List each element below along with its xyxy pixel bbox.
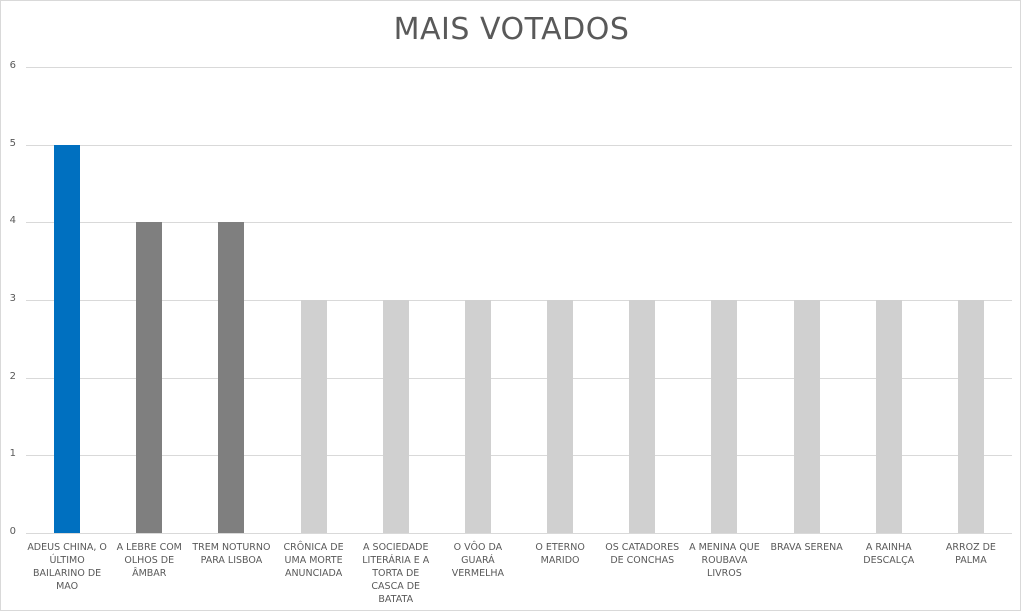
bar (218, 222, 245, 533)
x-tick-label: CRÔNICA DE UMA MORTE ANUNCIADA (283, 542, 344, 579)
x-tick-label: ARROZ DE PALMA (945, 542, 996, 566)
y-tick-label: 5 (9, 137, 16, 149)
gridline (26, 67, 1012, 68)
bar (793, 300, 820, 533)
x-tick-label: A MENINA QUE ROUBAVA LIVROS (689, 542, 760, 579)
x-tick-label: ADEUS CHINA, O ÚLTIMO BAILARINO DE MAO (27, 542, 107, 592)
bar (957, 300, 984, 533)
x-tick-label: BRAVA SERENA (770, 542, 843, 553)
x-tick-label: A LEBRE COM OLHOS DE ÂMBAR (116, 542, 182, 579)
gridline (26, 144, 1012, 146)
bar (54, 144, 81, 533)
y-tick-label: 4 (9, 215, 16, 227)
y-tick-label: 1 (9, 448, 16, 460)
bar (875, 300, 902, 533)
y-tick-label: 2 (9, 370, 16, 382)
bar (547, 300, 574, 533)
gridline (26, 300, 1012, 301)
x-tick-label: O VÔO DA GUARÁ VERMELHA (451, 542, 505, 579)
bar (136, 222, 163, 533)
bar (382, 300, 409, 533)
gridline (26, 455, 1012, 457)
bar (711, 300, 738, 533)
x-tick-label: O ETERNO MARIDO (535, 542, 585, 566)
x-tick-label: TREM NOTURNO PARA LISBOA (192, 542, 271, 566)
gridline (26, 533, 1012, 534)
x-tick-label: A SOCIEDADE LITERÁRIA E A TORTA DE CASCA… (362, 542, 430, 605)
bar (629, 300, 656, 533)
bar (300, 300, 327, 533)
x-tick-label: A RAINHA DESCALÇA (863, 542, 915, 566)
gridline (26, 377, 1012, 379)
x-tick-label: OS CATADORES DE CONCHAS (605, 542, 680, 566)
bar (464, 300, 491, 533)
y-tick-label: 3 (9, 293, 16, 304)
gridline (26, 222, 1012, 224)
y-tick-label: 0 (9, 526, 16, 537)
chart-title: MAIS VOTADOS (393, 12, 630, 47)
y-tick-label: 6 (9, 60, 16, 71)
